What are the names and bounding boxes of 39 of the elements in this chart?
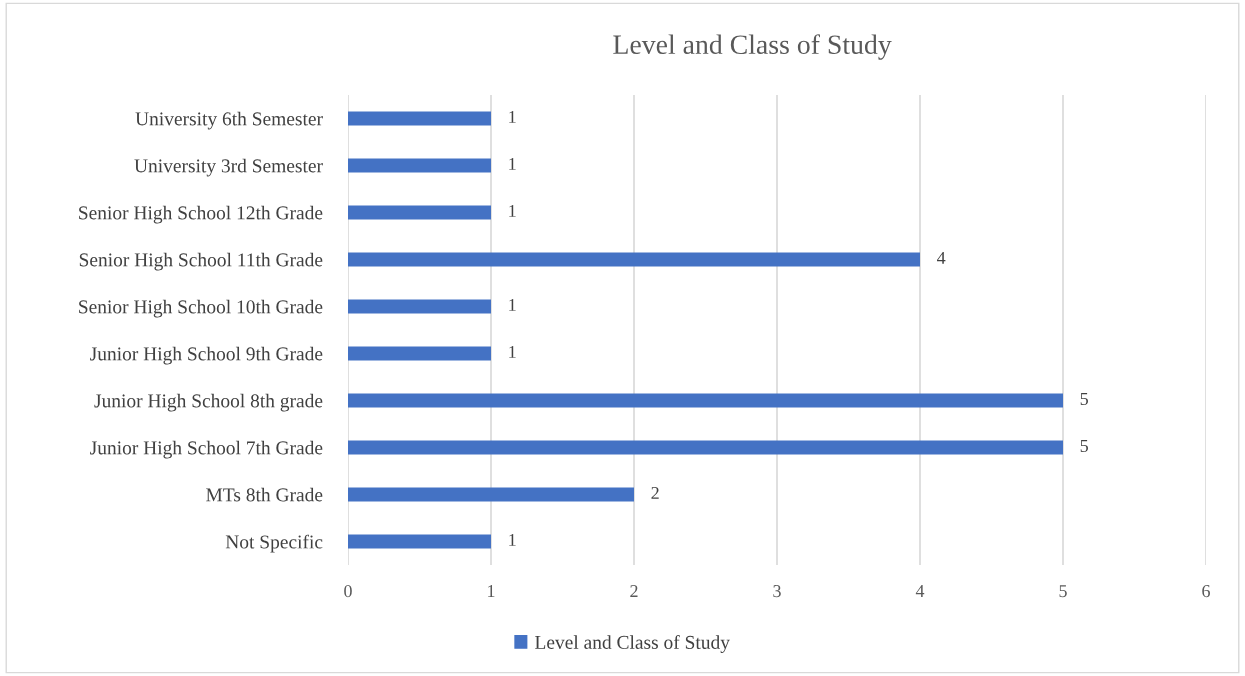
data-label: 1 (509, 157, 516, 170)
y-tick-label: Junior High School 8th grade (94, 393, 323, 412)
y-tick-label: University 3rd Semester (134, 158, 323, 177)
x-tick-label: 6 (1202, 585, 1210, 598)
bar (348, 299, 491, 314)
x-tick-label: 4 (915, 585, 925, 597)
chart-title: Level and Class of Study (613, 34, 892, 60)
x-tick-label: 0 (344, 584, 352, 598)
bar (348, 205, 491, 220)
data-label: 4 (937, 251, 946, 264)
bar (348, 440, 1063, 455)
y-tick-label: MTs 8th Grade (206, 487, 323, 502)
y-tick-label: Senior High School 10th Grade (79, 299, 323, 318)
data-label: 1 (509, 533, 516, 546)
bar (348, 393, 1063, 408)
bar (348, 487, 634, 502)
data-label: 2 (651, 486, 659, 499)
bar (348, 534, 491, 549)
y-tick-label: Junior High School 7th Grade (90, 440, 323, 459)
data-label: 5 (1080, 440, 1088, 453)
x-tick-label: 5 (1059, 585, 1067, 598)
data-label: 5 (1080, 393, 1088, 406)
y-tick-label: Senior High School 12th Grade (79, 205, 323, 224)
bar (348, 158, 491, 173)
x-tick-label: 1 (488, 585, 495, 597)
bar (348, 252, 920, 267)
bar (348, 111, 491, 126)
x-tick-label: 3 (773, 585, 781, 598)
y-tick-label: Senior High School 11th Grade (79, 252, 323, 271)
y-tick-label: Junior High School 9th Grade (90, 346, 323, 365)
x-tick-label: 2 (630, 585, 638, 597)
data-label: 1 (509, 110, 516, 123)
data-label: 1 (509, 345, 516, 358)
data-label: 1 (509, 298, 516, 311)
legend-label: Level and Class of Study (535, 635, 730, 653)
y-tick-label: Not Specific (225, 534, 323, 553)
data-label: 1 (509, 204, 516, 217)
bar (348, 346, 491, 361)
y-tick-label: University 6th Semester (135, 111, 323, 130)
